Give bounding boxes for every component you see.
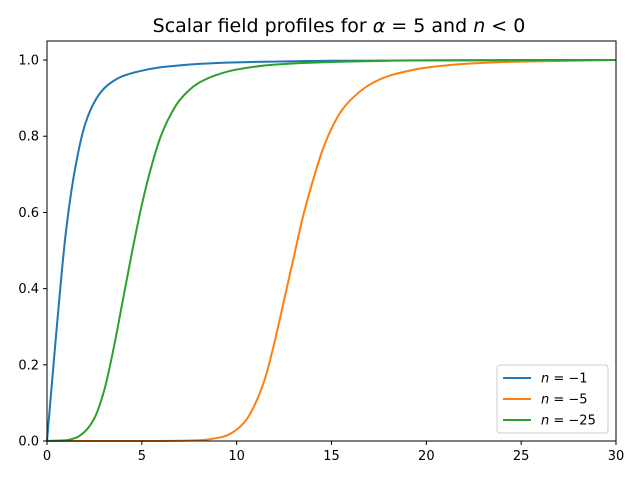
y-axis-ticks: 0.0 0.2 0.4 0.6 0.8 1.0 [18, 54, 47, 450]
y-tick-label: 0.0 [18, 435, 39, 450]
y-tick-label: 0.2 [18, 358, 39, 373]
y-tick-label: 0.8 [18, 130, 39, 145]
series-line-2 [47, 59, 617, 443]
x-tick-label: 30 [608, 449, 625, 464]
chart-title: Scalar field profiles for α = 5 and n < … [153, 15, 526, 37]
legend-label-part: n [541, 372, 549, 387]
y-tick-label: 0.4 [18, 282, 39, 297]
y-tick-label: 1.0 [18, 54, 39, 69]
plot-area: 0 5 10 15 20 25 30 0.0 0.2 0.4 0.6 0.8 1.0 [18, 40, 624, 464]
series-group [46, 59, 617, 443]
x-tick-label: 15 [323, 449, 340, 464]
series-line-3 [46, 59, 617, 442]
legend: n = −1n = −5n = −25 [496, 364, 609, 434]
x-tick-label: 5 [138, 449, 146, 464]
x-tick-label: 20 [418, 449, 435, 464]
x-tick-label: 0 [43, 449, 51, 464]
x-tick-label: 25 [513, 449, 530, 464]
chart-title-part: = 5 and [385, 15, 473, 37]
x-tick-label: 10 [228, 449, 245, 464]
legend-label-part: n [541, 393, 549, 408]
chart-title-part: < 0 [485, 15, 525, 37]
legend-label-part: = −5 [549, 393, 587, 408]
legend-label-2: n = −5 [541, 393, 588, 408]
legend-label-3: n = −25 [541, 414, 596, 429]
legend-label-part: n [541, 414, 549, 429]
legend-label-1: n = −1 [541, 372, 588, 387]
y-tick-label: 0.6 [18, 206, 39, 221]
legend-label-part: = −1 [549, 372, 587, 387]
chart-title-part: n [473, 15, 485, 37]
chart-title-part: Scalar field profiles for [153, 15, 373, 37]
legend-box [496, 364, 609, 434]
x-axis-ticks: 0 5 10 15 20 25 30 [43, 441, 624, 464]
legend-label-part: = −25 [549, 414, 596, 429]
chart-title-part: α [373, 15, 386, 37]
